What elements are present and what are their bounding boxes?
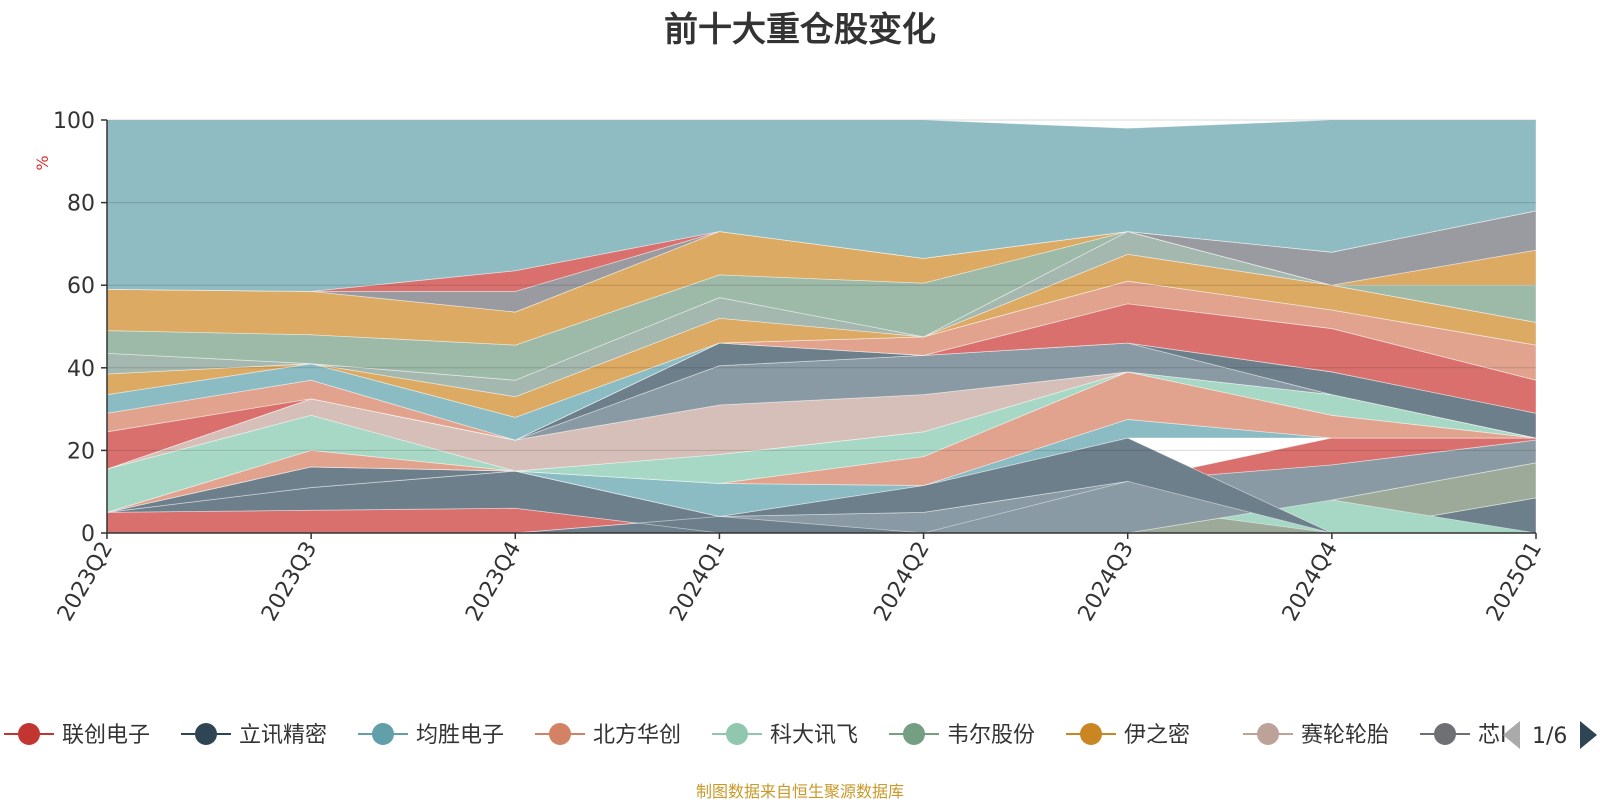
legend-marker — [903, 723, 925, 745]
x-tick-label: 2024Q3 — [1074, 538, 1139, 626]
legend-item-3[interactable]: 北方华创 — [535, 723, 681, 748]
legend-item-4[interactable]: 科大讯飞 — [712, 723, 858, 748]
legend-item-1[interactable]: 立讯精密 — [181, 723, 327, 748]
legend-label: 芯I — [1478, 723, 1507, 748]
legend-marker — [372, 723, 394, 745]
legend-marker — [18, 723, 40, 745]
x-tick-label: 2024Q2 — [869, 538, 934, 626]
legend-marker — [1257, 723, 1279, 745]
area-bands — [106, 119, 1537, 534]
legend-marker — [1434, 723, 1456, 745]
y-tick-label: 100 — [53, 109, 95, 134]
x-tick-label: 2023Q3 — [257, 538, 322, 626]
legend-pager: 1/6 — [1503, 721, 1597, 749]
legend-label: 联创电子 — [62, 723, 150, 748]
legend-next-arrow-icon[interactable] — [1580, 721, 1597, 749]
x-tick-label: 2024Q4 — [1278, 538, 1343, 626]
source-note: 制图数据来自恒生聚源数据库 — [695, 782, 904, 801]
legend-label: 赛轮轮胎 — [1301, 723, 1389, 748]
area-band-24 — [106, 119, 1537, 292]
legend-item-2[interactable]: 均胜电子 — [358, 723, 504, 748]
legend-marker — [726, 723, 748, 745]
area-band-6 — [107, 439, 1537, 534]
legend-marker — [195, 723, 217, 745]
legend-label: 科大讯飞 — [770, 723, 858, 748]
legend-label: 均胜电子 — [416, 723, 504, 748]
x-tick-label: 2023Q4 — [461, 538, 526, 626]
legend-label: 立讯精密 — [239, 723, 327, 748]
legend-prev-arrow-icon[interactable] — [1503, 721, 1520, 749]
legend-item-0[interactable]: 联创电子 — [4, 723, 150, 748]
chart-title: 前十大重仓股变化 — [664, 10, 936, 50]
x-tick-label: 2025Q1 — [1482, 538, 1547, 626]
legend-marker — [549, 723, 571, 745]
legend-item-8[interactable]: 芯I — [1420, 723, 1507, 748]
legend-marker — [1080, 723, 1102, 745]
x-tick-label: 2023Q2 — [53, 538, 118, 626]
y-tick-label: 0 — [81, 522, 95, 547]
y-tick-label: 80 — [67, 192, 95, 217]
legend-page-indicator: 1/6 — [1532, 724, 1567, 749]
legend-item-6[interactable]: 伊之密 — [1066, 723, 1190, 748]
y-axis-unit: % — [33, 155, 52, 170]
legend-item-7[interactable]: 赛轮轮胎 — [1243, 723, 1389, 748]
y-tick-label: 40 — [67, 357, 95, 382]
legend-label: 韦尔股份 — [947, 723, 1035, 748]
y-tick-label: 20 — [67, 439, 95, 464]
x-tick-label: 2024Q1 — [665, 538, 730, 626]
y-tick-label: 60 — [67, 274, 95, 299]
legend: 联创电子 立讯精密 均胜电子 北方华创 科大讯飞 韦尔股份 伊之密 赛轮轮胎 芯I 1/6 — [4, 721, 1597, 749]
legend-label: 伊之密 — [1124, 723, 1190, 748]
legend-label: 北方华创 — [593, 723, 681, 748]
legend-item-5[interactable]: 韦尔股份 — [889, 723, 1035, 748]
grid-lines — [107, 119, 1536, 451]
